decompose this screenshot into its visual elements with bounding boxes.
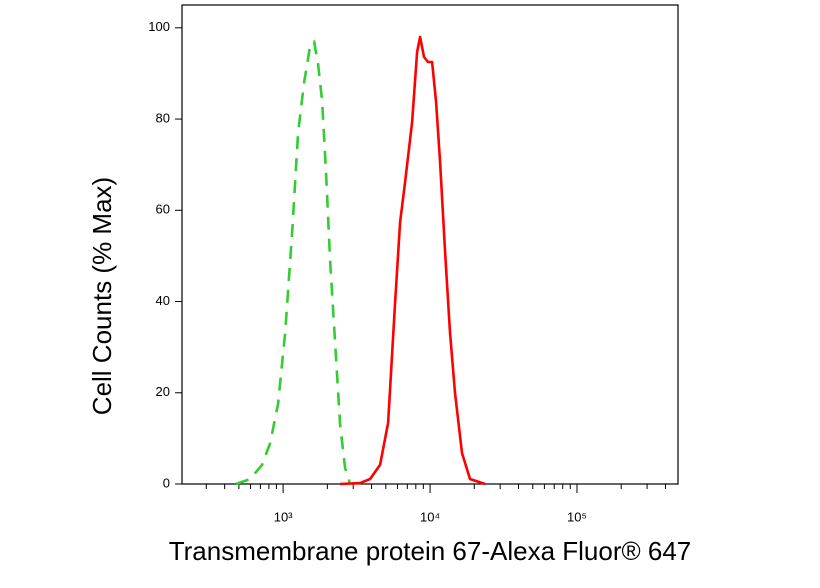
y-tick-label: 60 [156,202,170,217]
y-tick-label: 40 [156,293,170,308]
plot-frame [181,4,679,485]
x-tick-label: 10⁵ [567,509,587,524]
series-line [340,35,486,486]
y-tick-label: 20 [156,384,170,399]
series-line [235,40,352,486]
x-tick-label: 10³ [274,509,293,524]
x-axis-title: Transmembrane protein 67-Alexa Fluor® 64… [169,536,692,566]
y-tick-label: 80 [156,110,170,125]
y-axis-title: Cell Counts (% Max) [87,177,117,415]
x-tick-label: 10⁴ [420,509,440,524]
y-tick-label: 100 [148,19,170,34]
y-tick-label: 0 [163,475,170,490]
